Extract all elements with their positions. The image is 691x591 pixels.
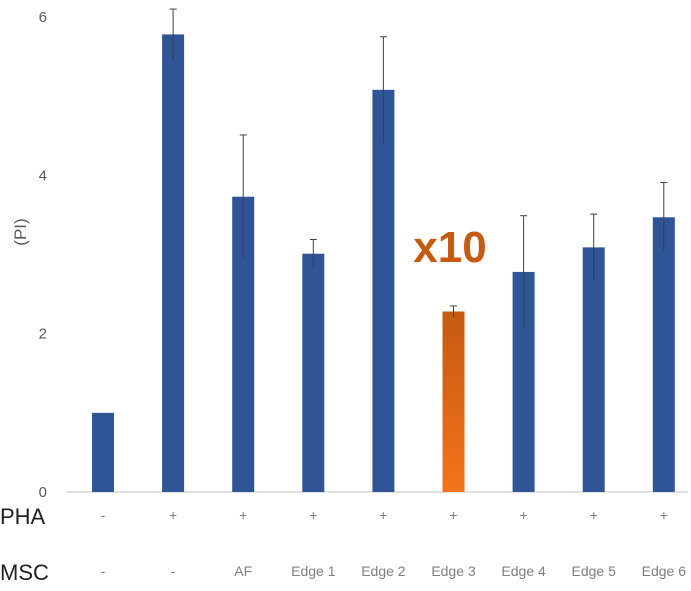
bar-4 [372,89,395,492]
bar-5 [442,311,465,492]
row-msc-value-6: Edge 4 [501,563,546,579]
row-pha-value-1: + [169,507,177,523]
y-tick-label: 2 [39,326,47,343]
bar-7 [582,247,605,492]
row-msc-value-1: - [171,563,176,579]
bars-group [92,34,675,493]
row-pha-value-3: + [309,507,317,523]
row-msc-value-4: Edge 2 [361,563,406,579]
row-pha-value-7: + [590,507,598,523]
y-tick-label: 4 [39,167,47,184]
row-pha-value-2: + [239,507,247,523]
row-pha-value-4: + [379,507,387,523]
row-pha-value-8: + [660,507,668,523]
condition-table: PHA - + + + + + + + + MSC - - AF Edge 1 Edge 2 Edge 3 Edg… [0,504,686,585]
bar-0 [92,412,114,492]
row-msc-value-5: Edge 3 [431,563,476,579]
bar-1 [162,34,185,493]
y-tick-label: 0 [39,484,47,501]
y-axis-ticks: 0 2 4 6 [39,9,47,501]
x10-annotation: x10 [413,223,486,272]
row-msc-value-3: Edge 1 [291,563,336,579]
row-msc-value-0: - [101,563,106,579]
row-pha-value-0: - [101,507,106,523]
bar-6 [512,271,535,492]
row-label-pha: PHA [0,504,46,529]
error-bars-group [169,8,668,329]
row-msc-value-8: Edge 6 [642,563,687,579]
row-pha-value-5: + [449,507,457,523]
row-msc-value-2: AF [234,563,252,579]
bar-2 [232,196,255,493]
row-label-msc: MSC [0,560,49,585]
bar-3 [302,253,325,492]
row-msc-value-7: Edge 5 [572,563,617,579]
y-tick-label: 6 [39,9,47,26]
row-pha-value-6: + [520,507,528,523]
bar-8 [652,217,675,492]
y-axis-label: (PI) [11,218,30,245]
